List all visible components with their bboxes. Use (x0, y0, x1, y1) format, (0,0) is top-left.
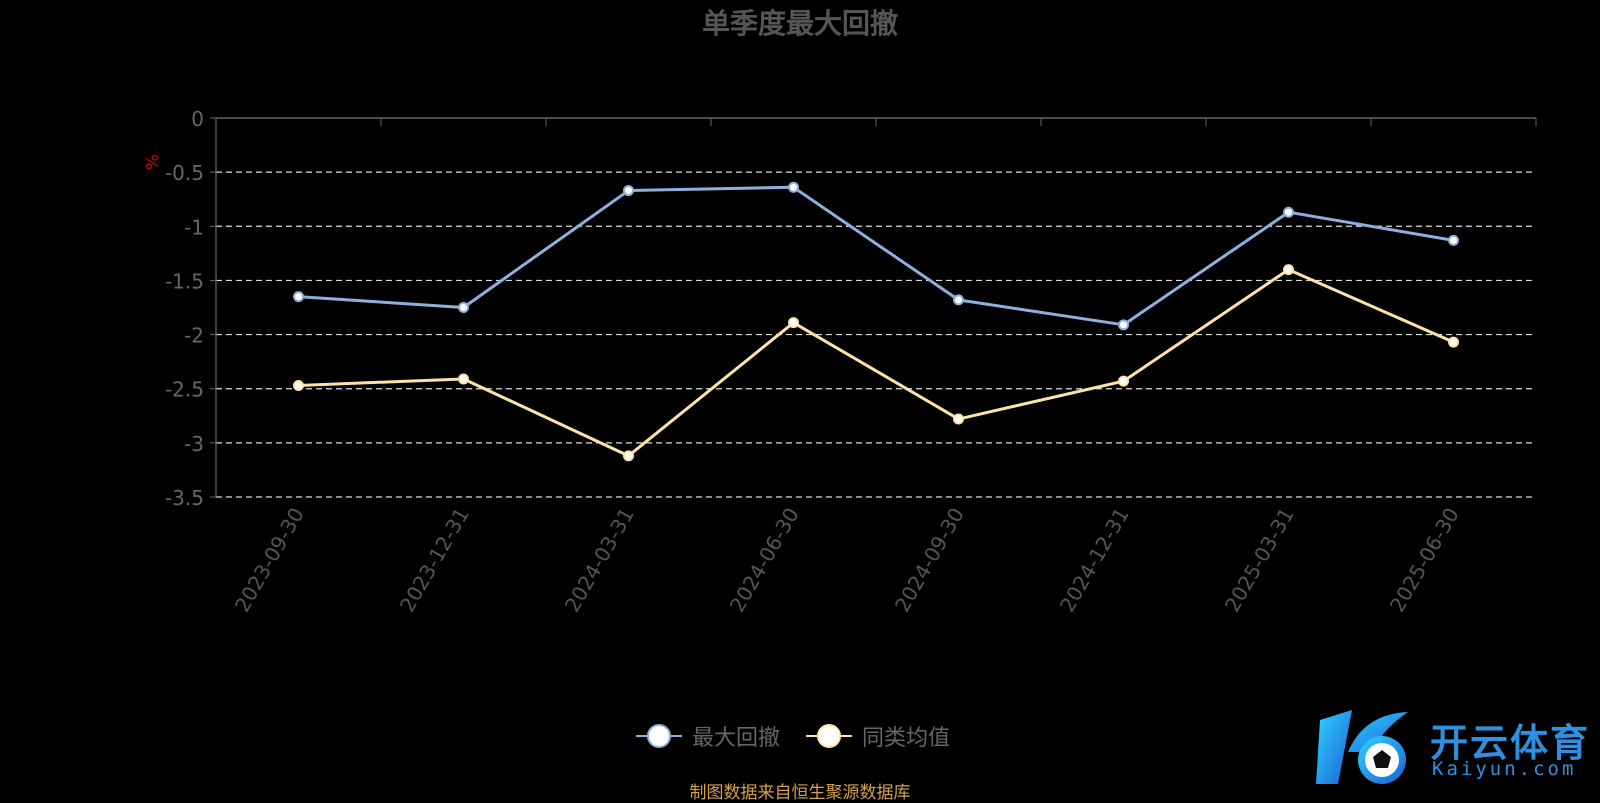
data-point (788, 181, 799, 193)
legend: 最大回撤 同类均值 (0, 720, 1593, 752)
legend-label-drawdown: 最大回撤 (691, 726, 780, 751)
data-point (1448, 336, 1459, 348)
x-tick-label: 2025-06-30 (1385, 504, 1464, 617)
x-tick-label: 2023-09-30 (230, 504, 309, 617)
x-tick-label: 2024-09-30 (890, 504, 969, 617)
y-tick-label: -2 (184, 324, 204, 348)
data-point (1118, 375, 1129, 387)
series-line (298, 268, 1455, 458)
data-point (458, 373, 469, 385)
data-point (1283, 264, 1294, 276)
brand-name: 开云体育 (1430, 721, 1591, 765)
legend-label-peer-average: 同类均值 (862, 726, 951, 751)
source-note: 制图数据来自恒生聚源数据库 (689, 783, 911, 803)
y-tick-label: -0.5 (165, 161, 204, 185)
data-point (623, 450, 634, 462)
x-tick-label: 2023-12-31 (395, 504, 474, 617)
x-tick-label: 2024-03-31 (560, 504, 639, 617)
legend-marker-peer-average (806, 723, 852, 749)
brand-watermark: 开云体育 Kaiyun.com (1312, 700, 1592, 790)
data-point (953, 413, 964, 425)
legend-marker-drawdown (635, 723, 682, 749)
y-tick-label: 0 (191, 107, 204, 131)
axes: 0 -0.5 -1 -1.5 -2 -2.5 -3 -3.5 2023-09-30 2023-12… (165, 107, 1537, 617)
series-1 (293, 264, 1459, 462)
legend-item-drawdown[interactable]: 最大回撤 (635, 720, 780, 752)
data-point (788, 317, 799, 329)
y-tick-label: -1 (184, 215, 204, 239)
data-point (293, 379, 304, 391)
y-tick-label: -1.5 (165, 269, 204, 293)
y-tick-label: -2.5 (165, 378, 204, 402)
brand-logo-icon (1316, 710, 1408, 784)
data-point (1448, 234, 1459, 246)
series-0 (293, 181, 1459, 331)
x-tick-label: 2024-12-31 (1055, 504, 1134, 617)
grid (216, 171, 1536, 498)
legend-item-peer-average[interactable]: 同类均值 (806, 720, 950, 752)
data-point (953, 294, 964, 306)
data-point (1283, 206, 1294, 218)
x-tick-label: 2024-06-30 (725, 504, 804, 617)
series-line (298, 185, 1454, 327)
y-tick-label: -3 (184, 432, 204, 456)
series (293, 181, 1459, 462)
data-point (1118, 319, 1129, 331)
y-axis-unit: % (143, 154, 163, 170)
brand-url: Kaiyun.com (1432, 758, 1577, 780)
data-point (293, 291, 304, 303)
y-tick-label: -3.5 (165, 486, 204, 510)
chart-title: 单季度最大回撤 (702, 7, 898, 40)
data-point (623, 185, 634, 197)
x-tick-label: 2025-03-31 (1220, 504, 1299, 617)
data-point (458, 302, 469, 313)
